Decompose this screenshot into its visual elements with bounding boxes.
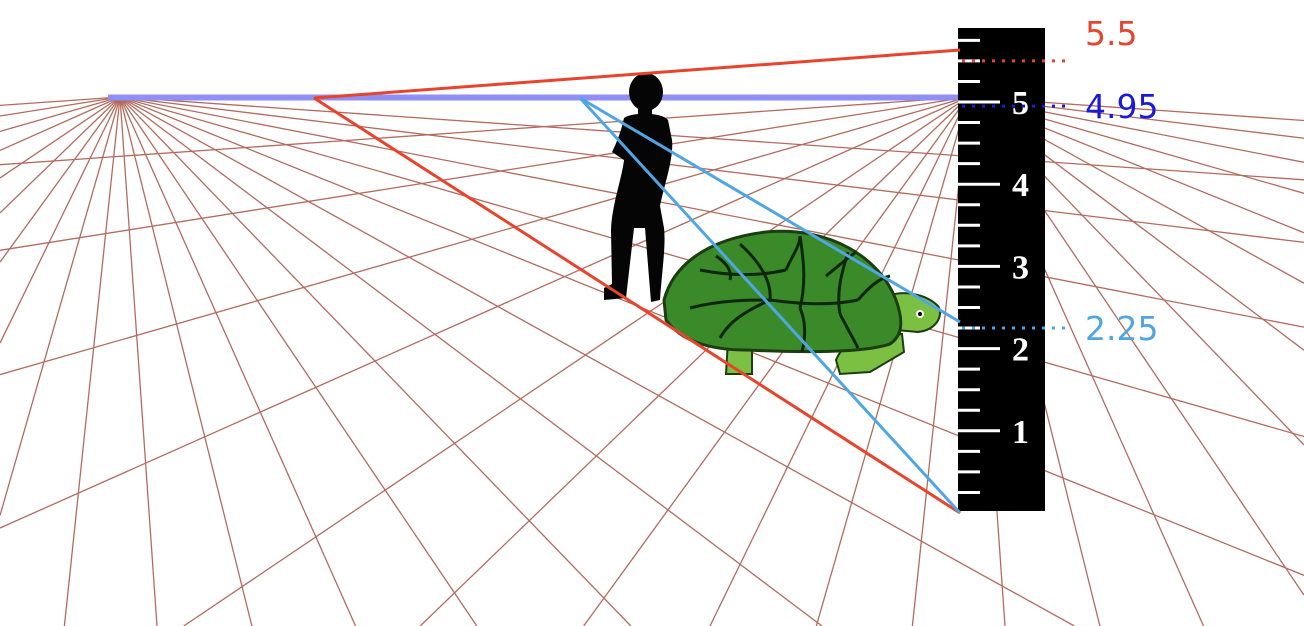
grid-line-vp-left: [119, 96, 158, 626]
grid-line-vp-left: [119, 96, 253, 626]
ruler-number-3: 3: [1012, 249, 1029, 286]
marker-horizon-height: 4.95: [962, 87, 1158, 126]
ruler-number-1: 1: [1012, 414, 1029, 451]
person-top-projection-line: [313, 48, 961, 100]
grid-line-vp-left: [0, 96, 121, 214]
grid-line-vp-right: [183, 96, 969, 626]
grid-line-vp-left: [119, 96, 478, 626]
marker-label: 2.25: [1085, 309, 1158, 348]
tortoise-icon: [662, 229, 941, 376]
grid-line-vp-left: [0, 96, 121, 107]
marker-label: 5.5: [1085, 14, 1137, 53]
grid-line-vp-right: [0, 96, 969, 376]
grid-line-vp-right: [419, 96, 969, 626]
person-base-projection-line: [313, 96, 961, 515]
height-markers: 5.5 4.95 2.25: [962, 14, 1158, 348]
grid-line-vp-left: [0, 96, 121, 516]
grid-line-vp-left: [119, 96, 823, 626]
grid-line-vp-left: [63, 96, 121, 626]
grid-line-vp-left: [0, 96, 121, 133]
grid-line-vp-left: [119, 96, 1304, 181]
grid-line-vp-left: [0, 96, 121, 179]
grid-line-vp-left: [119, 96, 1075, 626]
ruler-background: [958, 28, 1045, 511]
grid-line-vp-right: [0, 96, 969, 529]
ruler-ticks: [958, 38, 1000, 494]
grid-line-vp-left: [119, 96, 1304, 244]
person-height-projection: [313, 48, 961, 515]
tortoise-top-projection-line: [579, 96, 961, 324]
grid-line-vp-left: [119, 96, 1304, 328]
ruler-number-5: 5: [1012, 85, 1029, 122]
marker-person-height: 5.5: [962, 14, 1137, 63]
grid-line-vp-left: [0, 96, 121, 152]
grid-line-vp-right: [0, 96, 969, 251]
ruler-numbers: 1 2 3 4 5: [1012, 85, 1029, 451]
grid-line-vp-left: [0, 96, 121, 263]
tortoise-height-projection: [578, 96, 962, 515]
person-silhouette-icon: [604, 73, 673, 303]
perspective-floor-grid: [0, 96, 1304, 626]
ruler-number-2: 2: [1012, 332, 1029, 369]
tortoise-base-projection-line: [578, 96, 962, 515]
grid-line-vp-left: [0, 96, 121, 344]
grid-line-vp-right: [0, 96, 969, 166]
grid-line-vp-right: [815, 96, 969, 626]
marker-label: 4.95: [1085, 87, 1158, 126]
marker-tortoise-height: 2.25: [962, 309, 1158, 348]
grid-line-vp-left: [0, 96, 121, 117]
measuring-ruler: 1 2 3 4 5: [958, 28, 1045, 511]
grid-line-vp-right: [583, 96, 969, 626]
grid-line-vp-left: [119, 96, 357, 626]
ruler-number-4: 4: [1012, 167, 1029, 204]
